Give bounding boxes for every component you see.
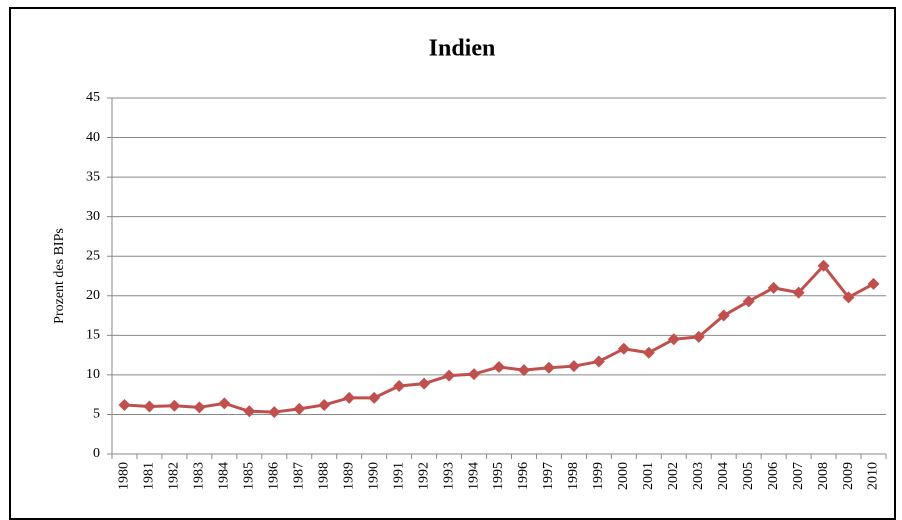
- data-point: [168, 399, 181, 412]
- x-tick-label: 2009: [841, 462, 856, 490]
- x-tick-label: 2004: [716, 462, 731, 490]
- data-point: [443, 369, 456, 382]
- x-tick-label: 1996: [516, 462, 531, 490]
- y-tick-label: 30: [86, 209, 100, 224]
- data-point: [418, 377, 431, 390]
- x-tick-label: 2001: [641, 462, 656, 490]
- data-point: [817, 259, 830, 272]
- y-tick-label: 10: [86, 367, 100, 382]
- x-tick-label: 2002: [666, 462, 681, 490]
- y-tick-label: 0: [93, 446, 100, 461]
- data-point: [393, 379, 406, 392]
- data-point: [118, 398, 131, 411]
- data-point: [517, 364, 530, 377]
- data-point: [867, 277, 880, 290]
- data-point: [542, 361, 555, 374]
- data-point: [468, 368, 481, 381]
- data-point: [143, 400, 156, 413]
- data-point: [293, 402, 306, 415]
- x-tick-label: 1983: [192, 462, 207, 490]
- x-tick-label: 1994: [466, 462, 481, 490]
- data-point: [617, 342, 630, 355]
- y-tick-label: 40: [86, 130, 100, 145]
- data-point: [667, 333, 680, 346]
- data-point: [193, 401, 206, 414]
- x-tick-label: 1998: [566, 462, 581, 490]
- x-tick-label: 1992: [416, 462, 431, 490]
- data-point: [368, 391, 381, 404]
- x-tick-label: 2006: [766, 462, 781, 490]
- chart-frame: [9, 7, 896, 520]
- y-tick-label: 15: [86, 328, 100, 343]
- data-point: [567, 360, 580, 373]
- x-tick-label: 2007: [791, 462, 806, 490]
- data-point: [842, 291, 855, 304]
- x-tick-label: 1997: [541, 462, 556, 490]
- x-tick-label: 1986: [267, 462, 282, 490]
- x-tick-label: 2008: [816, 462, 831, 490]
- x-tick-label: 1991: [391, 462, 406, 490]
- data-point: [243, 405, 256, 418]
- y-tick-label: 25: [86, 248, 100, 263]
- y-tick-label: 35: [86, 169, 100, 184]
- x-tick-label: 1993: [441, 462, 456, 490]
- x-tick-label: 1995: [491, 462, 506, 490]
- x-tick-label: 1981: [142, 462, 157, 490]
- x-tick-label: 1982: [167, 462, 182, 490]
- data-point: [767, 281, 780, 294]
- data-point: [268, 406, 281, 419]
- y-tick-label: 20: [86, 288, 100, 303]
- y-tick-label: 5: [93, 407, 100, 422]
- data-point: [717, 309, 730, 322]
- data-point: [318, 398, 331, 411]
- data-point: [742, 295, 755, 308]
- data-point: [792, 286, 805, 299]
- x-tick-label: 1980: [117, 462, 132, 490]
- data-point: [642, 346, 655, 359]
- x-tick-label: 2010: [866, 462, 881, 490]
- data-point: [493, 360, 505, 373]
- data-point: [343, 391, 356, 404]
- x-tick-label: 2003: [691, 462, 706, 490]
- x-tick-label: 1989: [341, 462, 356, 490]
- x-tick-label: 2005: [741, 462, 756, 490]
- chart-title: Indien: [429, 36, 496, 62]
- x-tick-label: 1984: [217, 462, 232, 490]
- y-tick-label: 45: [86, 90, 100, 105]
- data-point: [218, 397, 231, 410]
- x-tick-label: 2000: [616, 462, 631, 490]
- x-tick-label: 1988: [316, 462, 331, 490]
- x-tick-label: 1987: [291, 462, 306, 490]
- y-axis-label: Prozent des BIPs: [52, 228, 67, 324]
- data-point: [592, 355, 605, 368]
- x-tick-label: 1999: [591, 462, 606, 490]
- x-tick-label: 1985: [242, 462, 257, 490]
- x-tick-label: 1990: [366, 462, 381, 490]
- data-point: [692, 330, 705, 343]
